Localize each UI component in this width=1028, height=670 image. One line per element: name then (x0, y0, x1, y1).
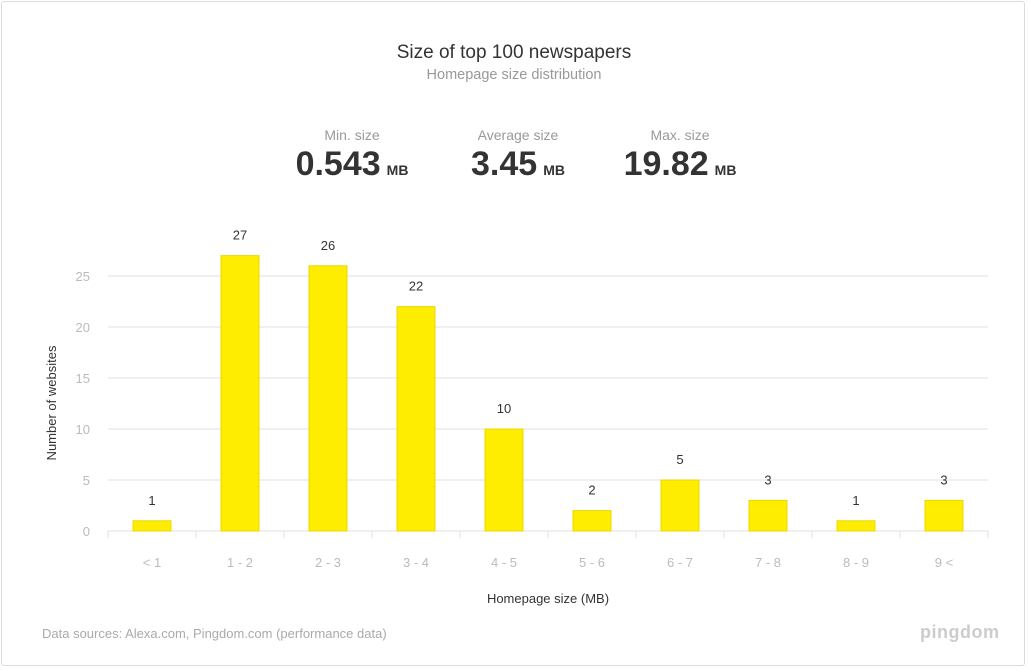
x-tick-label: 2 - 3 (315, 555, 341, 570)
stat-unit: MB (714, 162, 737, 178)
stat-value: 19.82 (623, 145, 709, 183)
y-axis-label: Number of websites (44, 345, 59, 460)
bar (924, 499, 964, 532)
bar (836, 520, 876, 532)
bar (220, 255, 260, 532)
chart-title: Size of top 100 newspapers (396, 42, 632, 63)
data-label: 10 (497, 401, 511, 416)
data-label: 1 (148, 493, 155, 508)
x-tick-label: 8 - 9 (843, 555, 869, 570)
stat-unit: MB (543, 162, 565, 178)
bar (748, 499, 788, 532)
x-tick-label: 9 < (935, 555, 953, 570)
data-label: 3 (764, 472, 771, 487)
data-label: 5 (676, 452, 683, 467)
bar (572, 510, 612, 532)
stat-min: Min. size 0.543 MB (282, 127, 422, 184)
x-tick-label: 1 - 2 (227, 555, 253, 570)
stat-value: 0.543 (295, 145, 381, 183)
bar (484, 428, 524, 532)
stat-value: 3.45 (471, 145, 538, 183)
data-label: 3 (940, 472, 947, 487)
stat-max: Max. size 19.82 MB (605, 127, 755, 184)
data-label: 1 (852, 493, 859, 508)
pingdom-logo: pingdom (920, 622, 1000, 642)
y-tick-label: 0 (83, 524, 90, 539)
stat-label: Min. size (324, 127, 380, 143)
stat-label: Max. size (650, 127, 710, 143)
x-tick-label: 6 - 7 (667, 555, 693, 570)
x-tick-label: < 1 (143, 555, 161, 570)
y-tick-label: 5 (83, 473, 90, 488)
x-tick-label: 3 - 4 (403, 555, 429, 570)
data-label: 27 (233, 228, 247, 243)
y-tick-label: 10 (76, 422, 90, 437)
bar (396, 306, 436, 532)
chart-subtitle: Homepage size distribution (426, 67, 602, 83)
bar (660, 479, 700, 532)
x-axis-label: Homepage size (MB) (487, 591, 609, 606)
bar (308, 265, 348, 532)
stat-average: Average size 3.45 MB (448, 127, 588, 184)
y-tick-label: 25 (76, 269, 90, 284)
x-tick-label: 5 - 6 (579, 555, 605, 570)
x-tick-label: 4 - 5 (491, 555, 517, 570)
stat-label: Average size (477, 127, 559, 143)
stat-unit: MB (386, 162, 409, 178)
x-tick-label: 7 - 8 (755, 555, 781, 570)
data-label: 2 (588, 483, 595, 498)
data-label: 26 (321, 238, 335, 253)
data-sources: Data sources: Alexa.com, Pingdom.com (pe… (42, 626, 387, 641)
data-label: 22 (409, 279, 423, 294)
y-tick-label: 15 (76, 371, 90, 386)
bar (132, 520, 172, 532)
y-tick-label: 20 (76, 320, 90, 335)
